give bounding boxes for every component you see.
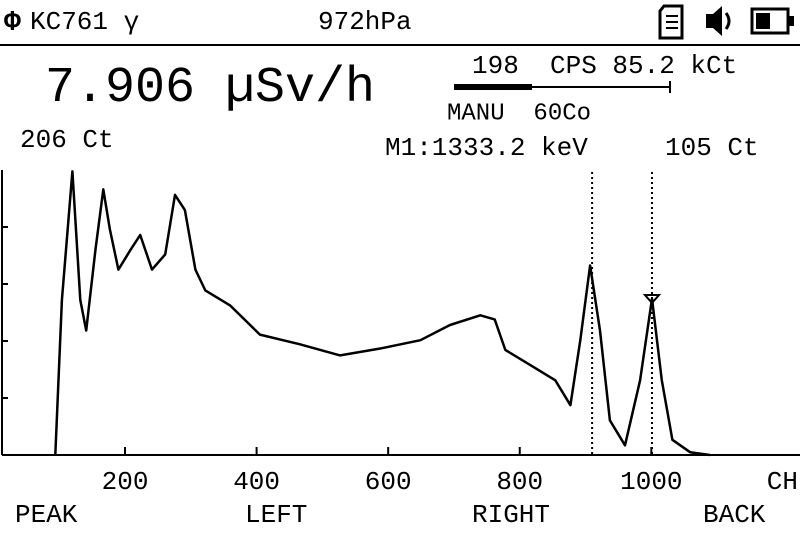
sd-card-lines <box>666 15 678 29</box>
marker-counts: 105 Ct <box>665 133 759 163</box>
x-tick-label: 200 <box>102 467 149 497</box>
spectrum-line <box>54 170 711 457</box>
battery-tip <box>789 16 794 26</box>
pressure: 972hPa <box>318 7 412 37</box>
softkey: BACK <box>703 500 766 530</box>
speaker-wave <box>724 12 731 30</box>
x-tick-label: 800 <box>496 467 543 497</box>
status-icons <box>658 4 794 40</box>
softkey: LEFT <box>245 500 307 530</box>
scale-max: 206 Ct <box>20 125 114 155</box>
progress-fill <box>454 84 532 90</box>
sd-card-icon <box>658 4 684 40</box>
device-name: KC761 γ <box>30 7 139 37</box>
logo: Φ <box>4 7 21 38</box>
marker-cursor <box>642 294 662 305</box>
speaker-icon <box>706 6 722 36</box>
softkey: RIGHT <box>472 500 550 530</box>
dose-rate: 7.906 µSv/h <box>45 60 375 117</box>
softkey: PEAK <box>15 500 78 530</box>
count-rate: 198 CPS 85.2 kCt <box>472 51 737 81</box>
x-tick-label: 400 <box>233 467 280 497</box>
x-tick-label: 1000 <box>620 467 682 497</box>
battery-icon <box>750 7 790 35</box>
x-axis-label: CH <box>767 467 798 497</box>
battery-level <box>756 13 770 29</box>
x-tick-label: 600 <box>365 467 412 497</box>
marker-energy: M1:1333.2 keV <box>385 133 588 163</box>
mode: MANU 60Co <box>447 100 591 127</box>
